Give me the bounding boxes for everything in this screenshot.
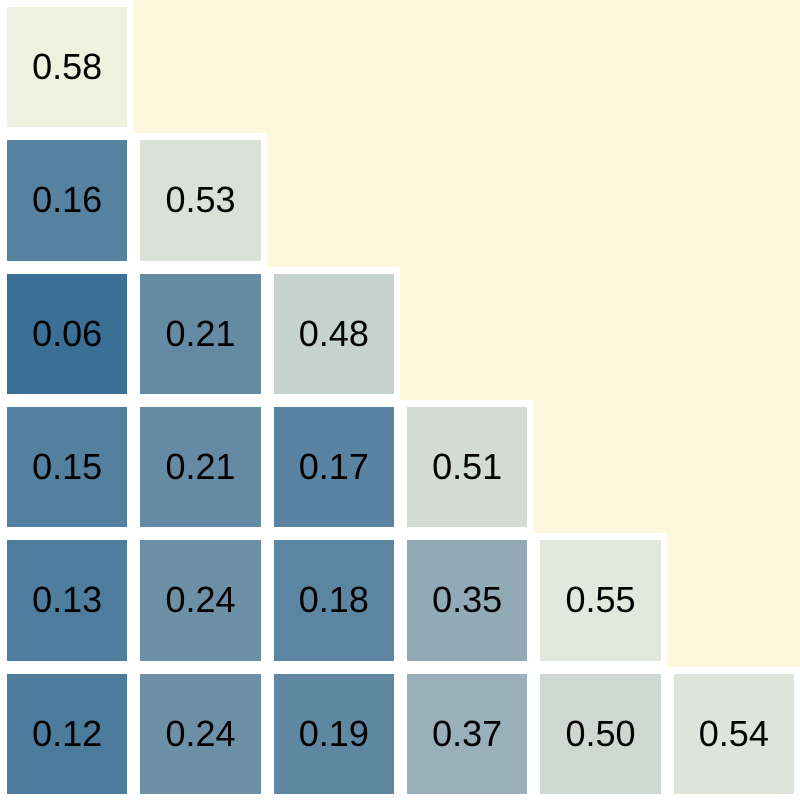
heatmap-cell-label: 0.24 — [165, 579, 236, 621]
heatmap-cell: 0.58 — [7, 7, 128, 128]
heatmap-cell: 0.21 — [140, 273, 261, 394]
upper-triangle-background — [266, 133, 800, 267]
heatmap-cell-label: 0.21 — [165, 312, 236, 354]
heatmap-cell: 0.50 — [540, 673, 661, 794]
heatmap-cell: 0.18 — [273, 540, 394, 661]
heatmap-cell-label: 0.19 — [298, 712, 369, 754]
heatmap-cell-label: 0.35 — [432, 579, 503, 621]
heatmap-cell: 0.37 — [407, 673, 528, 794]
heatmap-cell-label: 0.12 — [32, 712, 103, 754]
heatmap-cell: 0.54 — [673, 673, 794, 794]
heatmap-cell-label: 0.15 — [32, 446, 103, 488]
heatmap-cell-label: 0.51 — [432, 446, 503, 488]
heatmap-cell-label: 0.17 — [298, 446, 369, 488]
heatmap-cell: 0.55 — [540, 540, 661, 661]
heatmap-cell: 0.53 — [140, 140, 261, 261]
upper-triangle-background — [133, 0, 800, 134]
heatmap-cell: 0.19 — [273, 673, 394, 794]
heatmap-cell-label: 0.18 — [298, 579, 369, 621]
heatmap-cell: 0.51 — [407, 407, 528, 528]
heatmap-cell: 0.16 — [7, 140, 128, 261]
upper-triangle-background — [666, 533, 800, 667]
heatmap-cell-label: 0.06 — [32, 312, 103, 354]
heatmap-cell: 0.12 — [7, 673, 128, 794]
heatmap-cell-label: 0.50 — [565, 712, 636, 754]
heatmap-cell-label: 0.24 — [165, 712, 236, 754]
heatmap-cell-label: 0.13 — [32, 579, 103, 621]
upper-triangle-background — [400, 266, 800, 400]
heatmap-cell: 0.48 — [273, 273, 394, 394]
heatmap-cell-label: 0.21 — [165, 446, 236, 488]
heatmap-cell-label: 0.37 — [432, 712, 503, 754]
heatmap-cell-label: 0.54 — [698, 712, 769, 754]
heatmap-cell-label: 0.55 — [565, 579, 636, 621]
heatmap-cell-label: 0.58 — [32, 46, 103, 88]
heatmap-cell: 0.17 — [273, 407, 394, 528]
heatmap-cell: 0.06 — [7, 273, 128, 394]
heatmap-cell-label: 0.53 — [165, 179, 236, 221]
heatmap-cell: 0.24 — [140, 673, 261, 794]
heatmap-cell: 0.13 — [7, 540, 128, 661]
heatmap-cell: 0.35 — [407, 540, 528, 661]
upper-triangle-background — [533, 400, 800, 534]
heatmap-cell: 0.24 — [140, 540, 261, 661]
heatmap-cell: 0.15 — [7, 407, 128, 528]
heatmap-cell-label: 0.48 — [298, 312, 369, 354]
heatmap-cell-label: 0.16 — [32, 179, 103, 221]
heatmap-cell: 0.21 — [140, 407, 261, 528]
